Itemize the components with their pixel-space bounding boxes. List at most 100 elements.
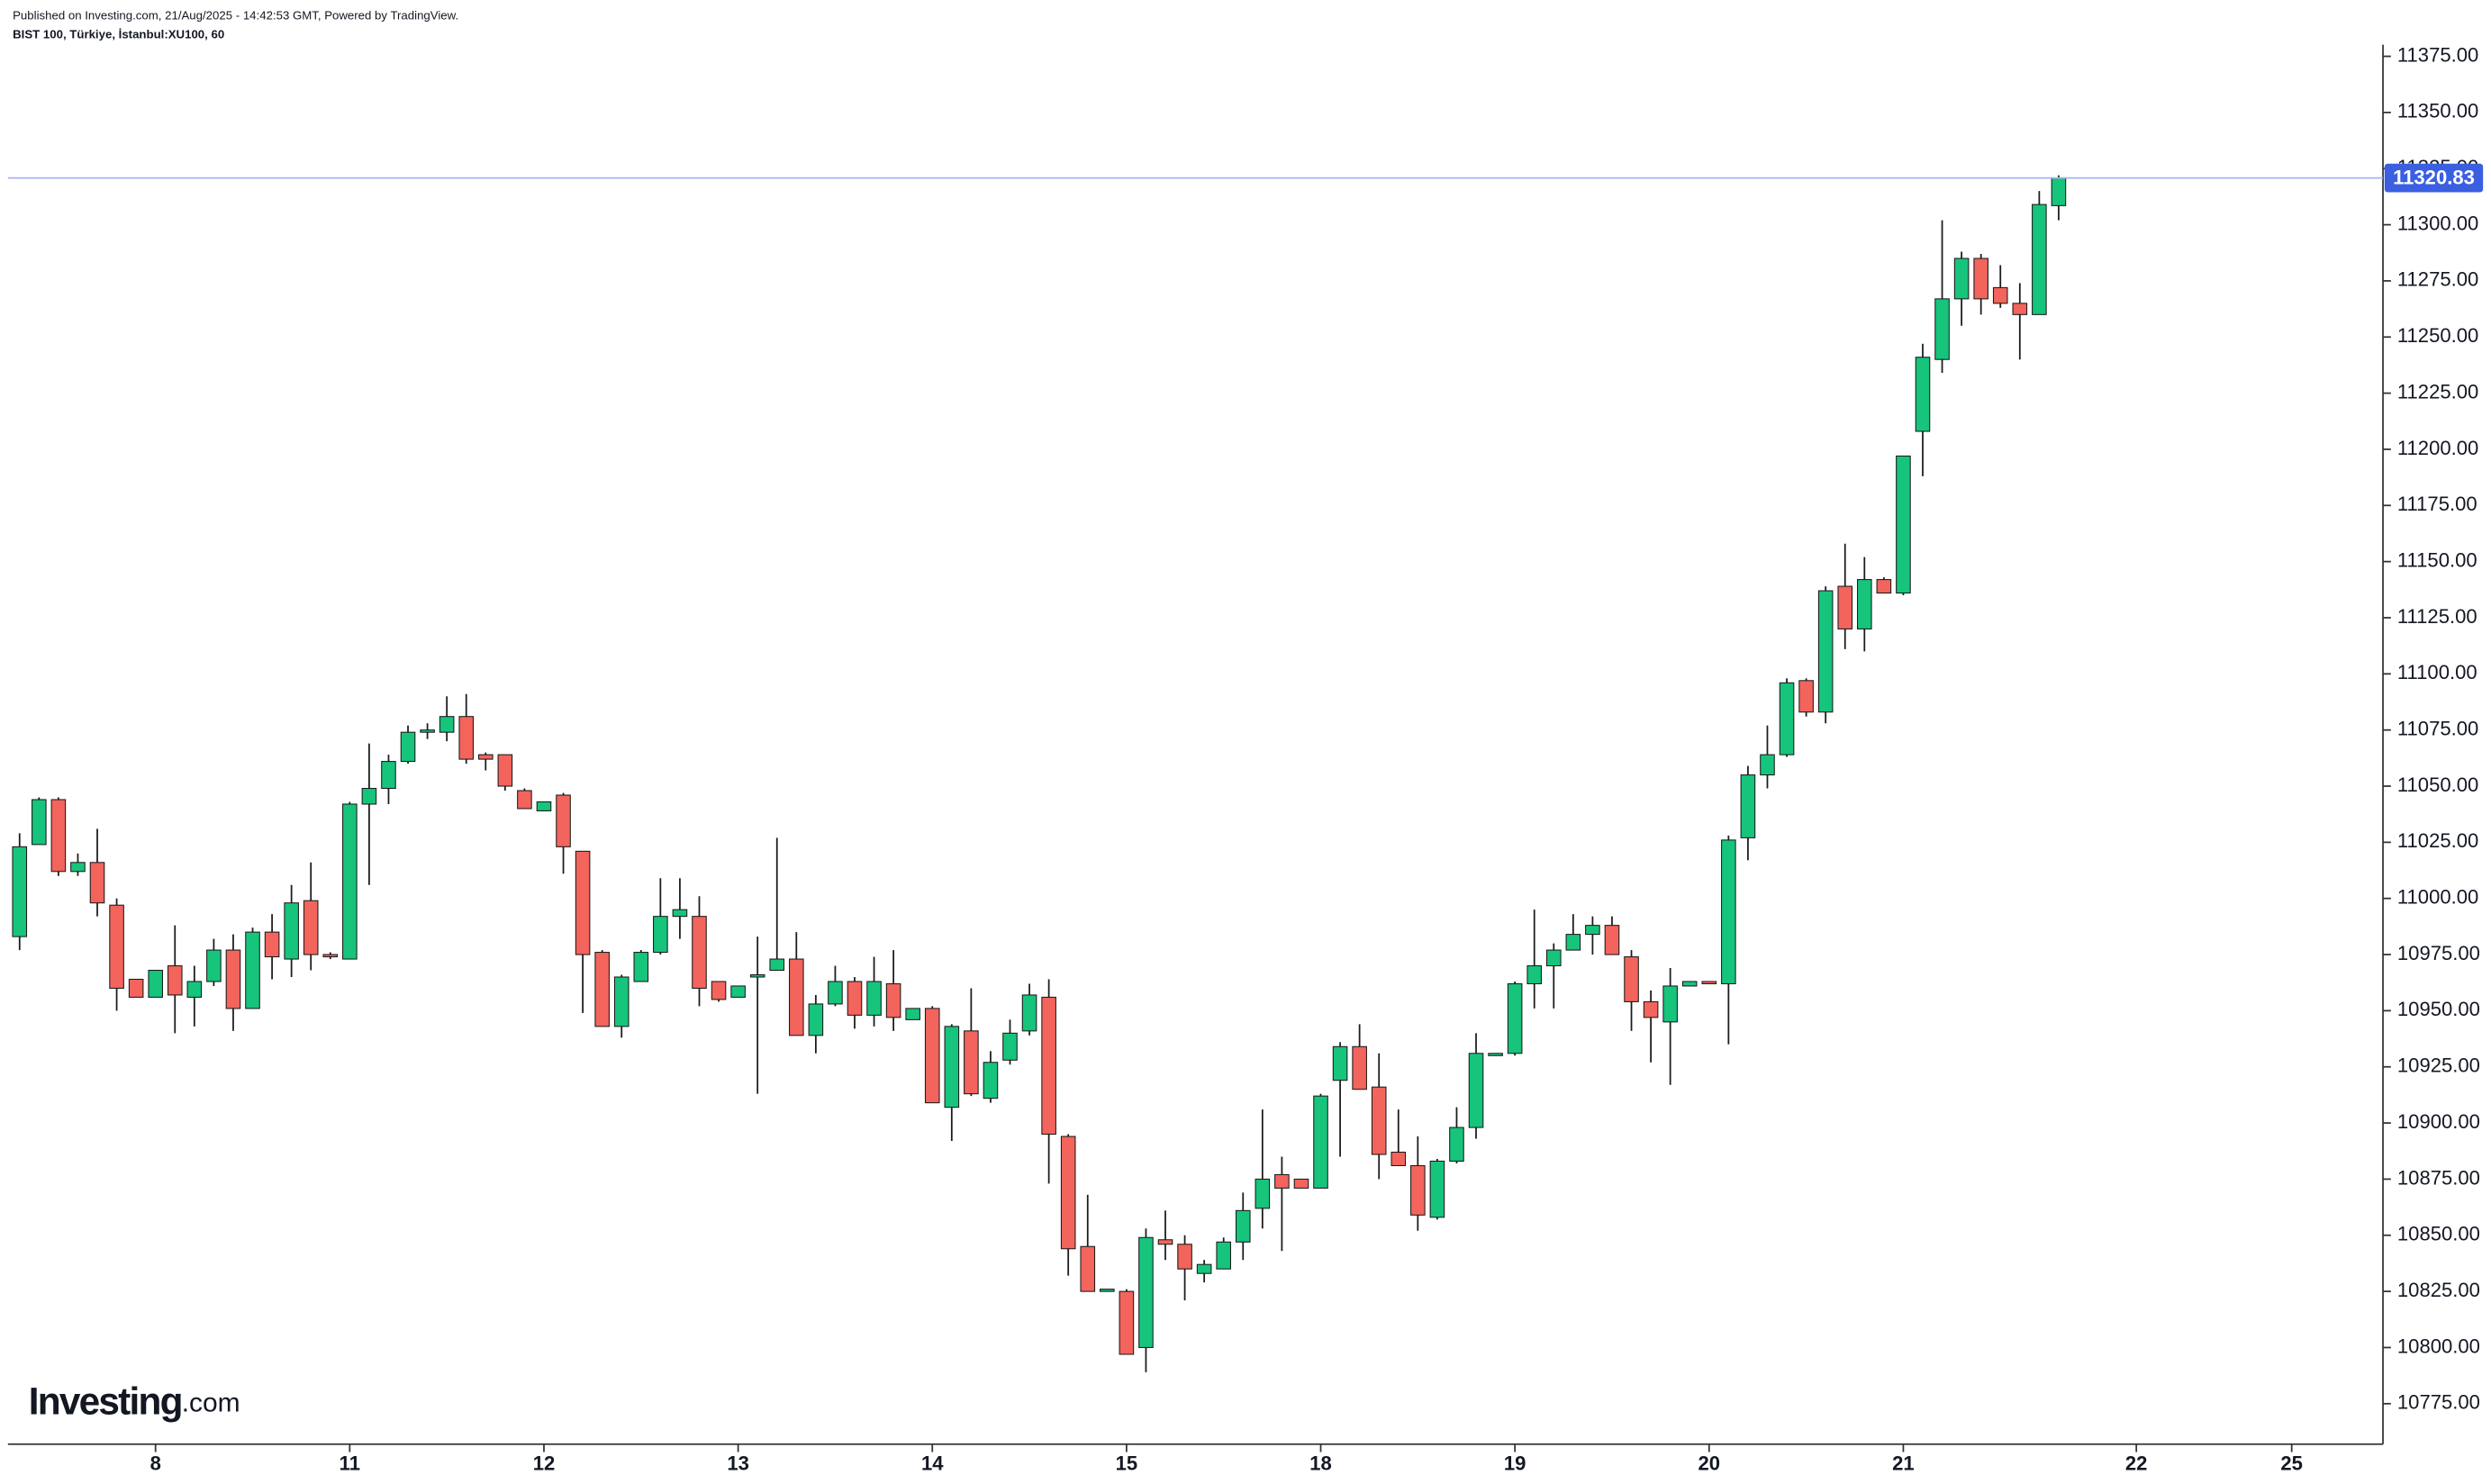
candle-body	[613, 976, 630, 1027]
price-label-box	[2384, 163, 2484, 193]
chart-title: Published on Investing.com, 21/Aug/2025 …	[13, 8, 458, 22]
candle-body	[847, 981, 863, 1016]
y-tick-label: 11300.00	[2397, 212, 2478, 234]
candle-body	[458, 716, 475, 760]
candle-body	[1488, 1053, 1503, 1056]
candle-body	[653, 916, 668, 954]
candle-body	[477, 754, 494, 760]
y-tick-label: 10800.00	[2397, 1335, 2480, 1357]
y-tick-label: 11225.00	[2397, 380, 2478, 403]
candle-body	[109, 904, 124, 989]
candle-body	[128, 978, 144, 998]
y-tick-label: 11175.00	[2397, 493, 2477, 515]
candle-body	[1526, 964, 1543, 985]
logo-suffix: .com	[182, 1389, 240, 1418]
x-tick-label: 15	[1116, 1452, 1138, 1474]
candle-body	[749, 973, 765, 978]
x-tick-label: 12	[533, 1452, 556, 1474]
y-tick-label: 11000.00	[2397, 886, 2478, 909]
candle-body	[1468, 1053, 1484, 1128]
candle-body	[594, 952, 610, 1027]
candle-body	[944, 1026, 960, 1108]
candle-body	[381, 761, 396, 790]
candle-body	[1624, 956, 1639, 1002]
y-tick-label: 11075.00	[2397, 718, 2478, 740]
candle-body	[1255, 1178, 1271, 1209]
y-tick-label: 11200.00	[2397, 437, 2478, 459]
x-tick-label: 11	[340, 1452, 360, 1474]
candle-body	[1604, 925, 1620, 955]
candle-body	[89, 862, 105, 904]
candle-body	[1157, 1239, 1173, 1245]
candle-body	[1545, 949, 1562, 967]
candle-body	[964, 1030, 979, 1095]
candle-body	[1992, 286, 2008, 304]
candle-body	[1041, 996, 1056, 1136]
x-tick-label: 18	[1309, 1452, 1332, 1474]
candle-body	[1196, 1263, 1212, 1274]
candle-body	[1915, 357, 1931, 432]
y-tick-label: 10825.00	[2397, 1279, 2480, 1301]
y-tick-label: 11050.00	[2397, 774, 2478, 796]
logo-main: Investing	[29, 1380, 182, 1423]
candle-body	[1235, 1209, 1251, 1243]
y-tick-label: 10950.00	[2397, 998, 2480, 1020]
candle-body	[439, 716, 455, 733]
candle-body	[225, 949, 241, 1009]
candle-body	[633, 952, 649, 982]
candle-body	[1896, 455, 1911, 594]
candle-body	[1119, 1290, 1135, 1355]
candle-body	[1507, 982, 1523, 1054]
candle-body	[1274, 1173, 1290, 1189]
candle-body	[361, 787, 377, 805]
candle-body	[1721, 839, 1736, 985]
candle-body	[2051, 177, 2067, 206]
candle-body	[50, 799, 67, 873]
candle-body	[303, 900, 319, 955]
candle-body	[1798, 680, 1814, 713]
candle-body	[342, 803, 358, 960]
x-tick-label: 19	[1504, 1452, 1526, 1474]
chart-subtitle: BIST 100, Türkiye, İstanbul:XU100, 60	[13, 28, 224, 41]
x-tick-label: 25	[2280, 1452, 2303, 1474]
candle-body	[1876, 579, 1892, 594]
candle-body	[2032, 204, 2047, 315]
candle-body	[420, 729, 435, 733]
candle-body	[1449, 1127, 1464, 1163]
candle-body	[885, 982, 901, 1018]
candle-body	[1779, 682, 1795, 756]
candle-body	[905, 1008, 920, 1020]
candle-body	[1643, 1000, 1659, 1018]
candle-body	[730, 985, 746, 998]
candle-body	[1216, 1241, 1231, 1270]
candle-body	[167, 964, 183, 996]
candle-body	[70, 862, 86, 873]
y-tick-label: 11150.00	[2397, 548, 2477, 571]
y-tick-label: 10850.00	[2397, 1223, 2480, 1245]
candle-body	[1585, 925, 1600, 936]
candle-body	[12, 846, 28, 937]
candle-body	[711, 981, 727, 1000]
candle-body	[186, 981, 203, 998]
candle-body	[1410, 1164, 1426, 1216]
candle-body	[206, 949, 222, 982]
logo: Investing.com	[29, 1380, 240, 1423]
y-tick-label: 11025.00	[2397, 829, 2478, 852]
y-tick-label: 10775.00	[2397, 1391, 2480, 1414]
candle-body	[1953, 258, 1970, 300]
y-tick-label: 10925.00	[2397, 1054, 2480, 1077]
candle-body	[1352, 1045, 1367, 1090]
x-tick-label: 22	[2125, 1452, 2148, 1474]
x-tick-label: 13	[727, 1452, 749, 1474]
candle-body	[556, 794, 571, 847]
candle-body	[1371, 1086, 1387, 1155]
candle-body	[1080, 1245, 1096, 1292]
candle-body	[1332, 1045, 1348, 1081]
candle-body	[983, 1062, 999, 1099]
candle-body	[1740, 774, 1756, 838]
candle-body	[1390, 1151, 1407, 1167]
candle-body	[1100, 1289, 1115, 1292]
candle-body	[1313, 1095, 1328, 1189]
candle-body	[924, 1008, 940, 1104]
